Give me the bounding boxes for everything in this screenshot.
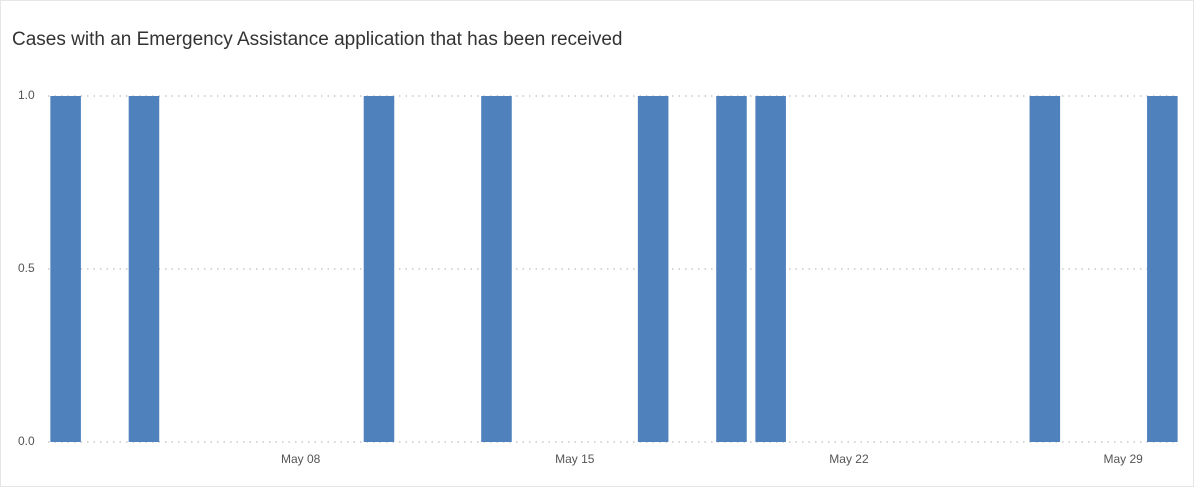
y-tick-label: 1.0 [18, 88, 35, 102]
bar [128, 96, 160, 442]
bar [1029, 96, 1061, 442]
x-tick-label: May 15 [555, 452, 595, 466]
x-tick-label: May 08 [281, 452, 321, 466]
bar [50, 96, 81, 442]
x-tick-label: May 22 [829, 452, 869, 466]
y-tick-label: 0.5 [18, 261, 35, 275]
chart-title: Cases with an Emergency Assistance appli… [12, 29, 622, 50]
x-tick-label: May 29 [1103, 452, 1143, 466]
bar [481, 96, 512, 442]
bar [363, 96, 395, 442]
bar [637, 96, 669, 442]
bar [1147, 96, 1178, 442]
y-tick-label: 0.0 [18, 434, 35, 448]
bar [755, 96, 786, 442]
bar [716, 96, 747, 442]
